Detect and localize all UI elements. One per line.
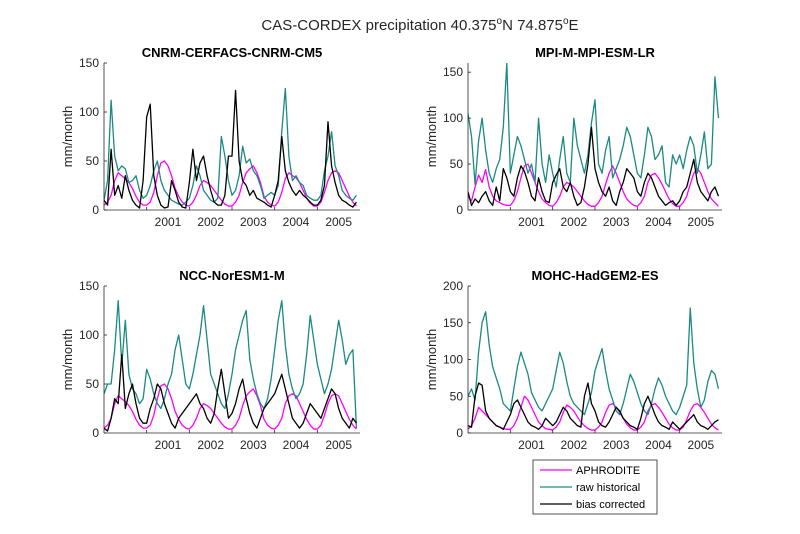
subplot-title: MPI-M-MPI-ESM-LR: [535, 45, 655, 60]
x-tick-label: 2003: [240, 438, 267, 452]
x-tick-label: 2004: [283, 438, 310, 452]
y-axis-label: mm/month: [424, 106, 439, 167]
y-tick-label: 150: [443, 316, 463, 330]
y-tick-label: 50: [450, 157, 464, 171]
series-line-aphrodite: [468, 395, 719, 431]
y-tick-label: 0: [92, 203, 99, 217]
subplot-1: 0 50 100 150 2001 2002 2003 2004 2005 CNRM-CERFAC…: [60, 45, 360, 229]
series-line-raw-historical: [104, 87, 357, 206]
x-tick-label: 2005: [687, 215, 714, 229]
x-tick-label: 2002: [197, 438, 224, 452]
series-line-bias-corrected: [104, 89, 357, 209]
figure-title: CAS-CORDEX precipitation 40.375oN 74.875…: [261, 16, 578, 34]
x-tick-label: 2002: [197, 215, 224, 229]
series-line-bias-corrected: [468, 126, 720, 207]
legend-label-raw-historical: raw historical: [576, 482, 640, 494]
x-tick-label: 2001: [155, 438, 182, 452]
y-tick-label: 100: [79, 105, 99, 119]
x-tick-label: 2004: [645, 215, 672, 229]
subplots: 0 50 100 150 2001 2002 2003 2004 2005 CNRM-CERFAC…: [60, 45, 722, 452]
subplot-4: 0 50 100 150 200 2001 2002 2003 2004 2005 MOHC-Had…: [424, 268, 722, 452]
x-tick-label: 2005: [325, 215, 352, 229]
series-line-raw-historical: [468, 63, 720, 188]
subplot-title: MOHC-HadGEM2-ES: [531, 268, 658, 283]
x-tick-label: 2005: [687, 438, 714, 452]
x-tick-label: 2001: [155, 215, 182, 229]
series-line-raw-historical: [468, 307, 720, 416]
x-tick-label: 2001: [518, 215, 545, 229]
y-axis-label: mm/month: [424, 329, 439, 390]
y-tick-label: 50: [86, 154, 100, 168]
subplot-3: 0 50 100 150 2001 2002 2003 2004 2005 NCC-NorESM1…: [60, 268, 360, 452]
y-tick-label: 150: [79, 56, 99, 70]
series-line-aphrodite: [104, 383, 357, 430]
y-tick-label: 0: [456, 203, 463, 217]
y-axis-label: mm/month: [60, 329, 75, 390]
x-tick-label: 2003: [603, 215, 630, 229]
x-tick-label: 2003: [240, 215, 267, 229]
legend-label-aphrodite: APHRODITE: [576, 465, 640, 477]
series-line-raw-historical: [104, 300, 358, 429]
series-line-aphrodite: [104, 160, 357, 207]
y-tick-label: 50: [450, 389, 464, 403]
x-tick-label: 2002: [560, 438, 587, 452]
subplot-title: NCC-NorESM1-M: [179, 268, 284, 283]
y-tick-label: 100: [79, 328, 99, 342]
x-tick-label: 2004: [283, 215, 310, 229]
y-axis-label: mm/month: [60, 106, 75, 167]
x-tick-label: 2003: [603, 438, 630, 452]
x-tick-label: 2001: [518, 438, 545, 452]
x-tick-label: 2005: [325, 438, 352, 452]
subplot-2: 0 50 100 150 2001 2002 2003 2004 2005 MPI-M-MPI-E…: [424, 45, 722, 229]
subplot-title: CNRM-CERFACS-CNRM-CM5: [142, 45, 323, 60]
series-line-bias-corrected: [468, 382, 719, 430]
series-line-aphrodite: [468, 163, 719, 207]
y-tick-label: 150: [443, 65, 463, 79]
y-tick-label: 150: [79, 279, 99, 293]
y-tick-label: 200: [443, 279, 463, 293]
y-tick-label: 100: [443, 111, 463, 125]
legend-label-bias-corrected: bias corrected: [576, 499, 645, 511]
y-tick-label: 0: [92, 426, 99, 440]
legend: APHRODITE raw historical bias corrected: [532, 459, 658, 515]
x-tick-label: 2002: [560, 215, 587, 229]
y-tick-label: 0: [456, 426, 463, 440]
y-tick-label: 50: [86, 377, 100, 391]
x-tick-label: 2004: [645, 438, 672, 452]
series-line-bias-corrected: [104, 353, 357, 432]
y-tick-label: 100: [443, 353, 463, 367]
